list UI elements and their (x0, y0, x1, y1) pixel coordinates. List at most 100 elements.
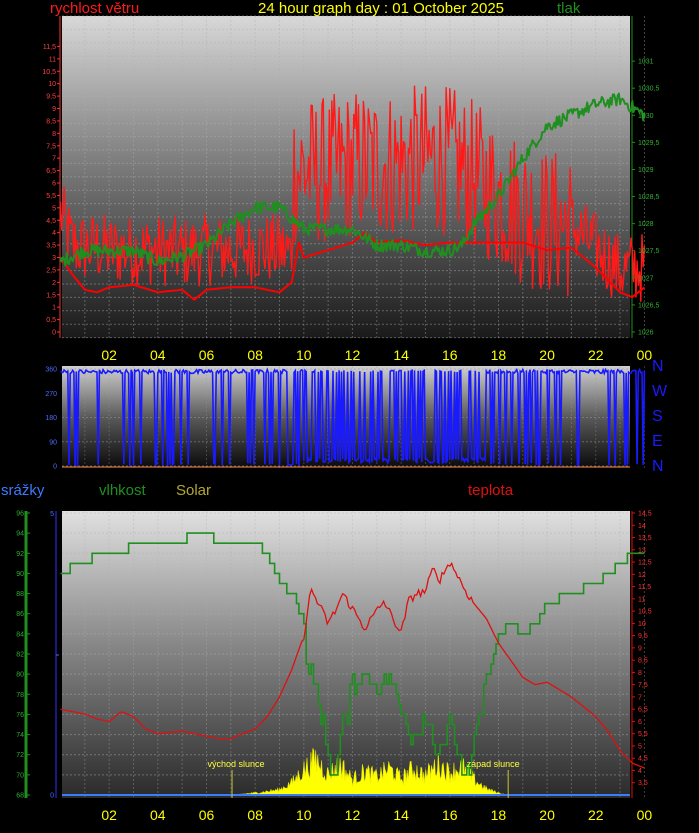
time-tick-label: 14 (393, 807, 409, 823)
wind-pressure-grid (59, 15, 645, 339)
humidity-axis-label: vlhkost (99, 482, 146, 499)
time-tick-label: 18 (491, 347, 507, 363)
time-tick-label: 04 (150, 347, 166, 363)
wind-tick-label: 10 (48, 81, 56, 88)
wind-speed-ticks: 00,511,522,533,544,555,566,577,588,599,5… (42, 44, 60, 337)
time-tick-label: 20 (539, 807, 555, 823)
temperature-tick-label: 8,5 (638, 658, 648, 665)
pressure-tick-label: 1028,5 (638, 194, 660, 201)
humidity-tick-label: 72 (16, 752, 24, 759)
wind-tick-label: 10,5 (42, 69, 56, 76)
wind-tick-label: 3 (52, 255, 56, 262)
time-tick-label: 02 (101, 807, 117, 823)
temperature-tick-label: 13,5 (638, 535, 652, 542)
pressure-tick-label: 1026 (638, 330, 654, 337)
wind-tick-label: 11 (49, 56, 56, 63)
sun-annotations: východ slunce západ slunce (208, 759, 520, 798)
temperature-tick-label: 12,5 (638, 560, 652, 567)
temperature-tick-label: 11,5 (638, 584, 651, 591)
pressure-ticks: 1026 1026,5 1027 1027,5 1028 1028,5 1029 1029,5… (632, 59, 660, 337)
wind-tick-label: 7 (52, 156, 56, 163)
direction-tick-label: 360 (45, 367, 57, 374)
humidity-tick-label: 96 (16, 511, 24, 518)
time-tick-label: 00 (637, 347, 653, 363)
wind-tick-label: 6 (52, 181, 56, 188)
humidity-tick-label: 80 (16, 672, 24, 679)
wind-pressure-series (59, 85, 646, 302)
wind-tick-label: 0,5 (46, 317, 56, 324)
pressure-axis-label: tlak (557, 0, 581, 17)
time-tick-label: 12 (345, 807, 361, 823)
wind-tick-label: 9,5 (46, 94, 56, 101)
wind-tick-label: 3,5 (46, 243, 56, 250)
humidity-ticks: 68 70 72 74 76 78 80 82 84 86 88 90 92 94 96 (16, 511, 30, 800)
temperature-tick-label: 3,5 (638, 780, 648, 787)
time-tick-label: 06 (199, 347, 215, 363)
temperature-tick-label: 9 (638, 645, 642, 652)
wind-direction-line (59, 367, 646, 469)
sunrise-label: východ slunce (208, 759, 265, 769)
time-axis-top: 02 04 06 08 10 12 14 16 18 20 22 00 (101, 347, 652, 363)
wind-tick-label: 1 (52, 305, 56, 312)
rain-ticks: 05 (50, 511, 59, 800)
direction-label-n-bottom: N (652, 458, 664, 475)
wind-tick-label: 2 (52, 280, 56, 287)
time-tick-label: 06 (199, 807, 215, 823)
wind-tick-label: 5,5 (46, 193, 56, 200)
time-tick-label: 04 (150, 807, 166, 823)
wind-tick-label: 11,5 (43, 44, 56, 51)
humidity-temp-plot-area (62, 511, 630, 798)
temperature-tick-label: 6 (638, 719, 642, 726)
temperature-tick-label: 5 (638, 743, 642, 750)
rain-axis-label: srážky (1, 482, 45, 499)
pressure-tick-label: 1029,5 (638, 140, 660, 147)
direction-series (59, 367, 646, 469)
time-tick-label: 10 (296, 807, 312, 823)
temperature-tick-label: 10,5 (638, 609, 652, 616)
humidity-tick-label: 70 (16, 772, 24, 779)
humidity-tick-label: 82 (16, 652, 24, 659)
direction-tick-label: 90 (49, 439, 57, 446)
temperature-tick-label: 10 (638, 621, 646, 628)
pressure-line (59, 92, 646, 267)
humidity-tick-label: 78 (16, 692, 24, 699)
direction-label-n-top: N (652, 358, 664, 375)
time-tick-label: 18 (491, 807, 507, 823)
wind-tick-label: 4 (52, 230, 56, 237)
pressure-tick-label: 1029 (638, 167, 654, 174)
temperature-tick-label: 9,5 (638, 633, 648, 640)
temperature-tick-label: 11 (638, 596, 645, 603)
humidity-tick-label: 94 (16, 531, 24, 538)
temperature-axis-label: teplota (468, 482, 514, 499)
rain-tick-label: 0 (50, 793, 54, 800)
pressure-tick-label: 1030,5 (638, 86, 660, 93)
temperature-ticks: 3,5 4 4,5 5 5,5 6 6,5 7 7,5 8 8,5 9 9,5 10 10,5 11 11,5 1… (632, 511, 652, 787)
humidity-temp-series (60, 532, 645, 796)
temperature-tick-label: 5,5 (638, 731, 648, 738)
pressure-tick-label: 1027,5 (638, 248, 660, 255)
direction-label-s: S (652, 408, 663, 425)
wind-tick-label: 8,5 (46, 118, 56, 125)
wind-tick-label: 6,5 (46, 168, 56, 175)
wind-speed-line (59, 85, 646, 302)
temperature-tick-label: 12 (638, 572, 646, 579)
temperature-tick-label: 7,5 (638, 682, 648, 689)
wind-tick-label: 2,5 (46, 267, 56, 274)
direction-ticks: 0 90 180 270 360 (45, 367, 57, 471)
time-tick-label: 16 (442, 807, 458, 823)
sunset-label: západ slunce (467, 759, 520, 769)
time-tick-label: 08 (247, 807, 263, 823)
humidity-tick-label: 74 (16, 732, 24, 739)
wind-tick-label: 0 (52, 330, 56, 337)
humidity-line (60, 532, 645, 776)
humidity-tick-label: 84 (16, 631, 24, 638)
solar-label: Solar (176, 482, 212, 499)
page-title: 24 hour graph day : 01 October 2025 (258, 0, 505, 17)
time-tick-label: 12 (345, 347, 361, 363)
humidity-tick-label: 90 (16, 571, 24, 578)
pressure-tick-label: 1028 (638, 221, 654, 228)
time-axis-bottom: 02 04 06 08 10 12 14 16 18 20 22 00 (101, 807, 652, 823)
wind-tick-label: 1,5 (46, 292, 56, 299)
temperature-tick-label: 8 (638, 670, 642, 677)
